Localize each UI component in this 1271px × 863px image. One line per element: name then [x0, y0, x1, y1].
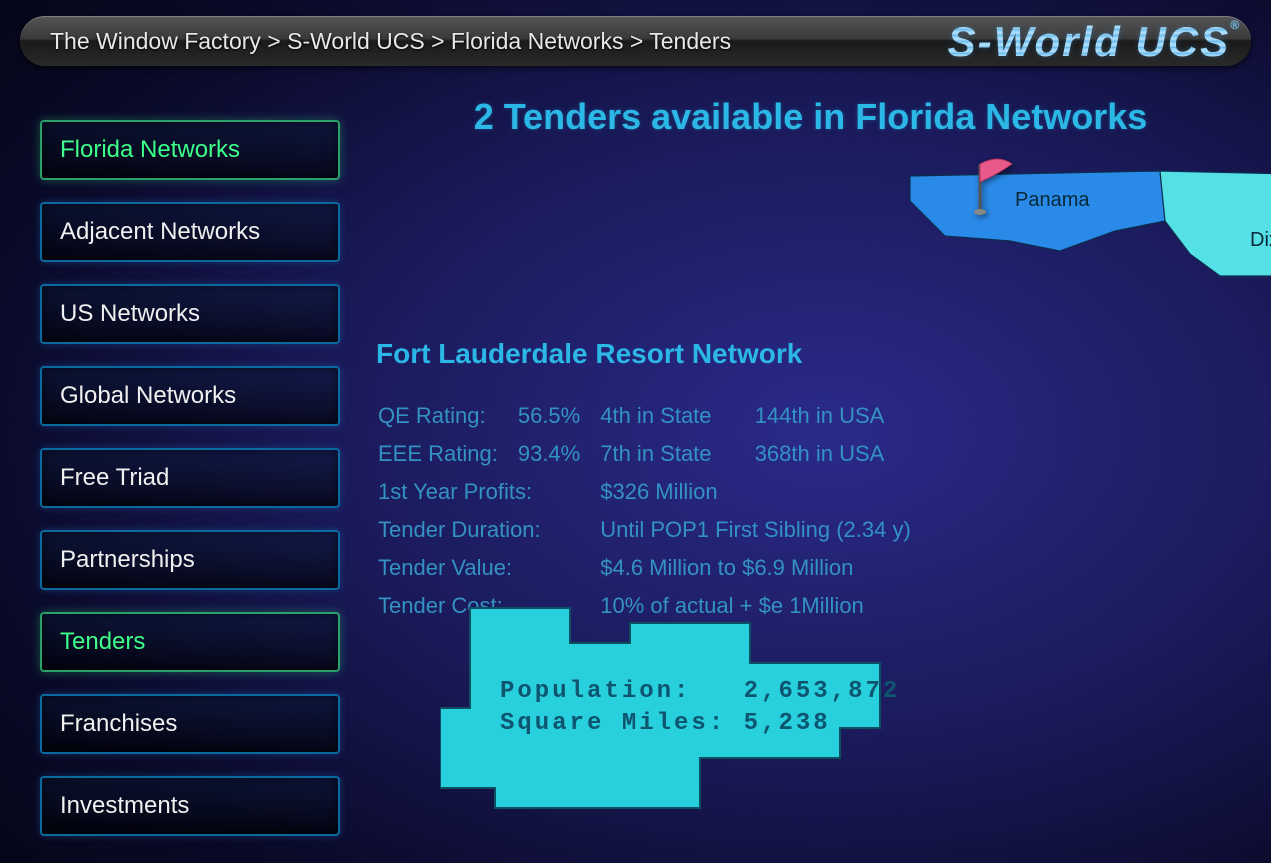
- qe-usa: 144th in USA: [755, 398, 929, 434]
- qe-value: 56.5%: [518, 398, 598, 434]
- stats-table: QE Rating: 56.5% 4th in State 144th in U…: [376, 396, 931, 626]
- profits-value: $326 Million: [600, 474, 929, 510]
- tvalue-label: Tender Value:: [378, 550, 598, 586]
- duration-value: Until POP1 First Sibling (2.34 y): [600, 512, 929, 548]
- region-label-dixie: Dixie: [1250, 229, 1271, 251]
- qe-label: QE Rating:: [378, 398, 516, 434]
- sidebar-item-investments[interactable]: Investments: [40, 776, 340, 836]
- qe-state: 4th in State: [600, 398, 752, 434]
- sidebar-item-us-networks[interactable]: US Networks: [40, 284, 340, 344]
- tvalue-value: $4.6 Million to $6.9 Million: [600, 550, 929, 586]
- miles-label: Square Miles:: [500, 710, 726, 737]
- sidebar-item-partnerships[interactable]: Partnerships: [40, 530, 340, 590]
- pop-value: 2,653,872: [744, 678, 901, 705]
- sidebar-item-florida-networks[interactable]: Florida Networks: [40, 120, 340, 180]
- eee-value: 93.4%: [518, 436, 598, 472]
- network-subtitle: Fort Lauderdale Resort Network: [376, 338, 802, 370]
- miles-value: 5,238: [744, 710, 831, 737]
- pop-label: Population:: [500, 678, 691, 705]
- county-detail-text: Population: 2,653,872 Square Miles: 5,23…: [500, 676, 900, 740]
- eee-usa: 368th in USA: [755, 436, 929, 472]
- page-title: 2 Tenders available in Florida Networks: [370, 96, 1251, 138]
- sidebar: Florida Networks Adjacent Networks US Netw…: [40, 120, 340, 858]
- main-panel: 2 Tenders available in Florida Networks …: [370, 96, 1251, 853]
- eee-label: EEE Rating:: [378, 436, 516, 472]
- eee-state: 7th in State: [600, 436, 752, 472]
- sidebar-item-free-triad[interactable]: Free Triad: [40, 448, 340, 508]
- sidebar-item-tenders[interactable]: Tenders: [40, 612, 340, 672]
- florida-map: PanamaDixieAtlanticBeachCitrusOrlandoVer…: [910, 146, 1271, 846]
- region-label-panama: Panama: [1015, 189, 1090, 211]
- sidebar-item-adjacent-networks[interactable]: Adjacent Networks: [40, 202, 340, 262]
- sidebar-item-global-networks[interactable]: Global Networks: [40, 366, 340, 426]
- sidebar-item-franchises[interactable]: Franchises: [40, 694, 340, 754]
- profits-label: 1st Year Profits:: [378, 474, 598, 510]
- app-logo: S-World UCS: [948, 18, 1241, 66]
- duration-label: Tender Duration:: [378, 512, 598, 548]
- region-panama[interactable]: [910, 171, 1165, 251]
